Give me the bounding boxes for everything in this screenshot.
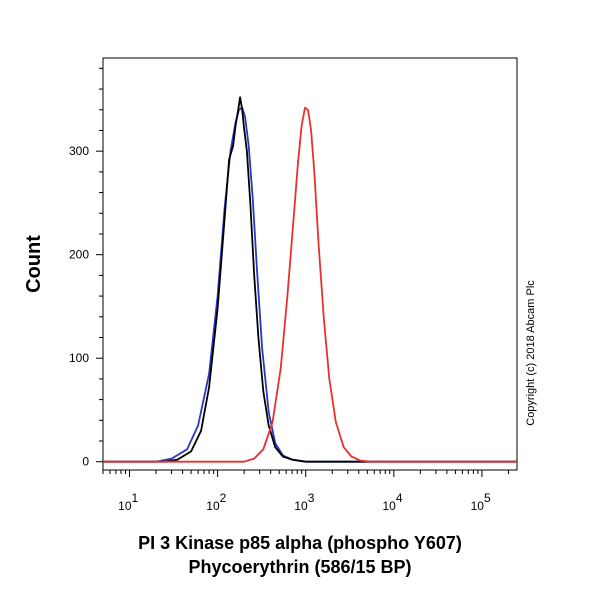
x-tick-label: 10 [294, 499, 308, 513]
x-axis-title-line2: Phycoerythrin (586/15 BP) [188, 557, 411, 577]
y-axis-title: Count [23, 235, 45, 293]
x-tick-label: 10 [206, 499, 220, 513]
histogram-curves [103, 96, 517, 463]
x-tick-label: 10 [118, 499, 132, 513]
histogram-series-3 [103, 106, 517, 463]
y-tick-label: 0 [82, 455, 89, 469]
x-tick-exponent: 3 [308, 491, 315, 505]
x-tick-exponent: 4 [396, 491, 403, 505]
histogram-series-2 [103, 96, 517, 463]
x-tick-exponent: 2 [220, 491, 227, 505]
x-axis-title-line1: PI 3 Kinase p85 alpha (phospho Y607) [138, 533, 462, 553]
plot-frame [102, 57, 518, 471]
y-tick-label: 200 [69, 248, 89, 262]
y-tick-label: 300 [69, 144, 89, 158]
histogram-series-1 [103, 106, 517, 463]
x-tick-label: 10 [471, 499, 485, 513]
y-tick-label: 100 [69, 351, 89, 365]
x-tick-exponent: 5 [484, 491, 491, 505]
y-axis-ticks: 0 100 200 300 [69, 67, 103, 469]
x-tick-exponent: 1 [132, 491, 139, 505]
copyright-text: Copyright (c) 2018 Abcam Plc [525, 280, 537, 426]
x-tick-label: 10 [382, 499, 396, 513]
